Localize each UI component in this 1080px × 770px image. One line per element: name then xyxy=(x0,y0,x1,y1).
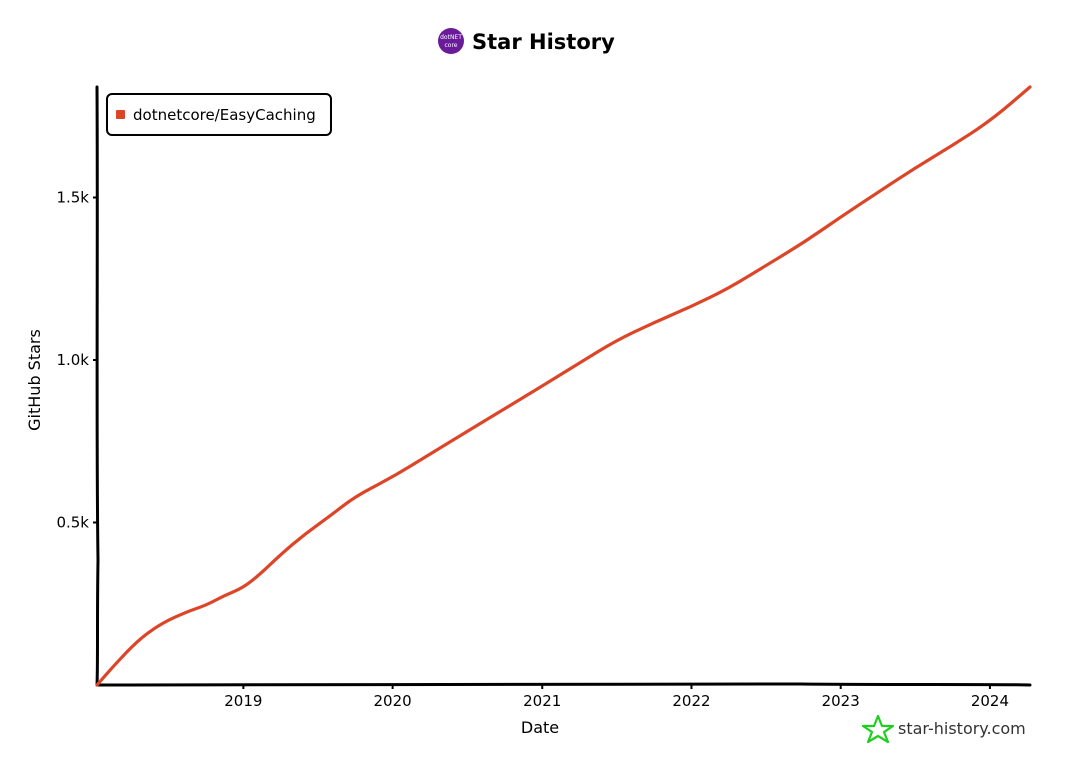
x-tick-label: 2019 xyxy=(224,692,262,710)
y-tick-label: 1.0k xyxy=(56,351,89,369)
x-axis-line xyxy=(95,682,1032,687)
watermark[interactable]: star-history.com xyxy=(861,714,1026,744)
chart-header: dotNET core Star History xyxy=(438,28,615,54)
logo-text-top: dotNET xyxy=(440,34,462,41)
x-tick-label: 2022 xyxy=(672,692,710,710)
chart-title: Star History xyxy=(472,30,615,54)
legend: dotnetcore/EasyCaching xyxy=(106,93,332,136)
y-axis-line xyxy=(95,85,100,687)
legend-label: dotnetcore/EasyCaching xyxy=(133,106,316,124)
logo-text-bottom: core xyxy=(445,42,458,49)
legend-swatch xyxy=(116,110,125,119)
x-tick-label: 2023 xyxy=(822,692,860,710)
x-tick-label: 2020 xyxy=(374,692,412,710)
y-tick-label: 1.5k xyxy=(56,189,89,207)
watermark-text: star-history.com xyxy=(898,719,1026,738)
series-line-dotnetcore-easycaching xyxy=(95,85,1032,687)
star-icon xyxy=(861,714,895,744)
dotnet-core-logo: dotNET core xyxy=(438,28,464,54)
x-tick-label: 2021 xyxy=(523,692,561,710)
x-axis-ticks: 2019 2020 2021 2022 2023 2024 xyxy=(224,684,1009,710)
x-axis-label: Date xyxy=(521,718,559,737)
x-tick-label: 2024 xyxy=(971,692,1009,710)
legend-box xyxy=(106,93,332,136)
y-axis-label: GitHub Stars xyxy=(25,329,44,431)
y-tick-label: 0.5k xyxy=(56,514,89,532)
y-axis-ticks: 0.5k 1.0k 1.5k xyxy=(56,189,98,532)
